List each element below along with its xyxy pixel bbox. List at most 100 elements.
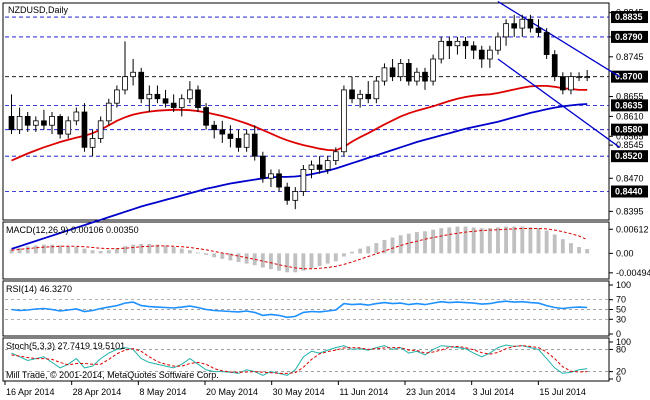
candle [584, 70, 590, 82]
candle [89, 129, 96, 157]
macd-bar [260, 253, 265, 268]
candle [57, 114, 63, 139]
candle-body [430, 58, 436, 82]
candle-body [470, 45, 477, 51]
level-label: 0.8700 [615, 72, 643, 82]
candle-body [187, 89, 193, 100]
candle-body [381, 67, 388, 82]
macd-bar [431, 229, 436, 254]
candle-body [535, 27, 542, 33]
candle-body [349, 89, 355, 100]
time-axis: 16 Apr 2014 28 Apr 2014 8 May 2014 20 May 2… [4, 381, 586, 397]
price-tick-label: 0.8565 [616, 131, 644, 141]
candle [341, 85, 347, 157]
candle [146, 85, 153, 112]
candle [178, 94, 185, 117]
candle-body [462, 40, 469, 47]
price-tick-label: 0.8745 [616, 52, 644, 62]
candle [365, 81, 372, 104]
stoch-k-line [11, 344, 588, 376]
candle [446, 36, 453, 59]
level-label-box [611, 150, 648, 163]
candle-body [584, 76, 590, 79]
candle-body [65, 120, 72, 135]
candle [470, 41, 477, 59]
rsi-pane-frame [2, 280, 610, 337]
macd-bar [536, 228, 541, 254]
candle-body [219, 129, 226, 135]
candle-body [397, 63, 404, 78]
candle-body [81, 111, 88, 148]
time-tick-label: 15 Jul 2014 [539, 387, 586, 397]
macd-bar [50, 244, 54, 254]
candle [97, 116, 104, 143]
candle-body [203, 107, 209, 126]
candle-body [454, 40, 461, 47]
candle-body [292, 191, 299, 201]
candle [543, 28, 550, 59]
time-tick-label: 30 May 2014 [273, 387, 325, 397]
macd-tick-label: 0.00 [616, 248, 634, 258]
time-tick-label: 28 Apr 2014 [73, 387, 122, 397]
candle [41, 109, 47, 130]
candle [227, 125, 234, 148]
macd-bar [220, 253, 225, 259]
macd-tick-label: -0.00494 [616, 268, 650, 278]
level-label: 0.8580 [615, 125, 643, 135]
candle-body [487, 49, 493, 60]
candle-body [332, 151, 339, 161]
candle [114, 85, 120, 108]
candle [478, 45, 485, 68]
time-tick-label: 16 Apr 2014 [6, 387, 55, 397]
candle [154, 85, 161, 104]
level-label-box [611, 99, 648, 112]
rsi-line [11, 300, 588, 319]
macd-bar [479, 228, 484, 254]
time-tick-label: 8 May 2014 [139, 387, 186, 397]
macd-bar [147, 243, 152, 254]
candle-body [130, 71, 136, 78]
macd-bar [560, 239, 565, 254]
candle-body [97, 120, 104, 139]
candle [511, 14, 518, 37]
macd-bar [455, 226, 460, 254]
candle [381, 63, 388, 86]
time-tick-label: 23 Jun 2014 [406, 387, 456, 397]
candle-body [162, 98, 169, 104]
candle-body [568, 76, 574, 91]
candle-body [438, 40, 445, 60]
candle [316, 156, 323, 174]
candle [397, 59, 404, 82]
macd-bar [41, 244, 46, 254]
candle-body [24, 116, 31, 126]
macd-bar [406, 233, 411, 254]
macd-tick-label: 0.00612 [616, 224, 649, 234]
candle-body [105, 102, 112, 122]
candle-body [8, 116, 15, 131]
level-label-box [611, 70, 648, 83]
macd-pane: 0.00612 0.00 -0.00494 [9, 224, 650, 278]
candle [211, 120, 218, 139]
macd-bar [520, 226, 525, 254]
macd-bar [552, 234, 557, 254]
macd-bar [293, 253, 298, 273]
candle-body [324, 160, 331, 170]
macd-bar [496, 227, 500, 254]
macd-bar [544, 230, 549, 254]
candle-body [446, 40, 453, 47]
candle [324, 156, 331, 174]
sma-fast-line [11, 85, 588, 162]
candle-body [365, 93, 372, 100]
copyright-text: Mill Trade, © 2001-2014, MetaQuotes Soft… [6, 370, 219, 380]
candle [462, 36, 469, 59]
candle [389, 59, 396, 82]
rsi-tick-label: 100 [616, 280, 631, 290]
candle-body [422, 71, 428, 82]
candle-body [57, 116, 63, 135]
price-tick-label: 0.8545 [616, 140, 644, 150]
candle-body [560, 76, 566, 91]
candle [8, 94, 15, 135]
candle-body [251, 133, 258, 157]
